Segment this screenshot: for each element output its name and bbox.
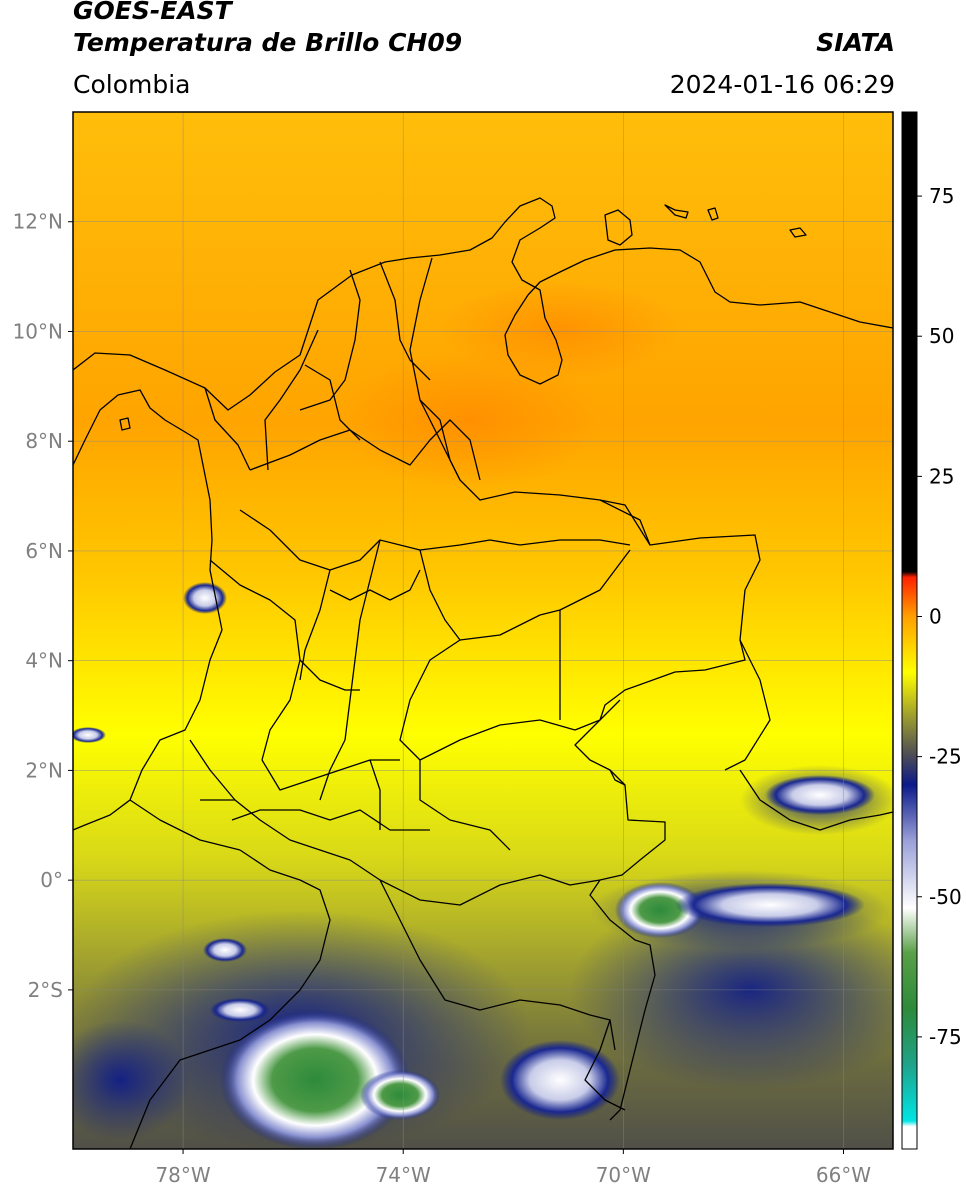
colorbar-ticks: 75 50 25 0 -25 -50 -75 [917, 184, 962, 1049]
colorbar-tick-label: 75 [929, 184, 954, 208]
internal-department [559, 549, 631, 611]
internal-department [419, 549, 561, 720]
internal-department [379, 261, 431, 381]
colorbar-tick-label: 25 [929, 464, 954, 488]
island-coast [707, 207, 719, 221]
internal-department [189, 739, 236, 801]
internal-department [299, 659, 360, 691]
cold-cloud [203, 938, 247, 962]
internal-department [489, 539, 631, 546]
island-coast [119, 417, 131, 431]
border-colombia-ecuador [129, 799, 241, 851]
cold-cloud [500, 1040, 620, 1120]
internal-department [419, 719, 576, 761]
organization-label: SIATA [816, 28, 895, 57]
internal-department [319, 739, 346, 801]
border-ecuador-peru [129, 849, 331, 1149]
internal-department [239, 509, 491, 571]
cold-cloud [73, 727, 106, 743]
borders-layer [73, 197, 893, 1149]
warm-region [340, 350, 600, 490]
internal-department [264, 329, 319, 471]
colorbar: 75 50 25 0 -25 -50 -75 [901, 111, 962, 1150]
internal-department [304, 364, 361, 441]
trinidad-coast [604, 209, 633, 246]
lat-tick-label: 8°N [25, 429, 63, 453]
lon-tick-label: 74°W [376, 1163, 431, 1187]
internal-department [209, 559, 301, 761]
colorbar-tick-label: 50 [929, 324, 954, 348]
lat-tick-label: 0° [40, 868, 63, 892]
region-label: Colombia [73, 70, 191, 99]
internal-department [609, 769, 626, 786]
lat-tick-label: 6°N [25, 539, 63, 563]
map-frame [72, 111, 894, 1150]
longitude-labels: 78°W 74°W 70°W 66°W [155, 1149, 871, 1187]
lat-tick-label: 2°N [25, 758, 63, 782]
latitude-labels: 12°N 10°N 8°N 6°N 4°N 2°N 0° 2°S [13, 210, 73, 1002]
cold-cloud [765, 775, 875, 815]
product-title: Temperatura de Brillo CH09 [73, 28, 463, 57]
internal-department [399, 639, 461, 761]
coastline-pacific [73, 389, 223, 831]
border-venezuela-brazil [739, 769, 893, 831]
cloud-region [73, 1020, 190, 1140]
internal-department [599, 499, 651, 546]
peru-brazil-border [609, 1019, 616, 1051]
coastline-caribbean [73, 197, 893, 411]
colorbar-scale [901, 111, 918, 1150]
lon-tick-label: 66°W [816, 1163, 871, 1187]
lat-tick-label: 10°N [13, 319, 63, 343]
internal-department [419, 399, 461, 481]
lon-tick-label: 70°W [596, 1163, 651, 1187]
internal-department [344, 539, 381, 741]
internal-department [369, 759, 381, 830]
internal-department [299, 269, 361, 411]
island-coast [789, 227, 807, 238]
border-venezuela-guyana [724, 639, 771, 771]
internal-department [249, 419, 481, 481]
lat-tick-label: 12°N [13, 210, 63, 234]
lat-tick-label: 4°N [25, 649, 63, 673]
internal-department [261, 759, 400, 791]
title-block: GOES-EAST Temperatura de Brillo CH09 SIA… [73, 0, 895, 110]
warm-region [440, 280, 680, 380]
cold-cloud [675, 883, 865, 927]
border-colombia-panama [204, 387, 251, 471]
internal-department [419, 760, 511, 851]
internal-department [299, 569, 331, 681]
lat-tick-label: 2°S [28, 978, 63, 1002]
internal-department [574, 699, 621, 731]
colorbar-tick-label: -75 [929, 1025, 962, 1049]
internal-department [329, 569, 421, 601]
satellite-title: GOES-EAST [73, 0, 232, 25]
colorbar-tick-label: -50 [929, 885, 962, 909]
cold-cloud [360, 1070, 440, 1120]
cold-cloud [183, 582, 227, 614]
colorbar-tick-label: 0 [929, 604, 942, 628]
lon-tick-label: 78°W [155, 1163, 210, 1187]
border-colombia-brazil [589, 879, 656, 1121]
colorbar-tick-label: -25 [929, 745, 962, 769]
imagery-layer [73, 112, 893, 1149]
internal-department [231, 809, 430, 831]
border-peru-brazil [379, 879, 626, 1111]
timestamp-label: 2024-01-16 06:29 [669, 70, 895, 99]
cold-cloud [210, 998, 270, 1022]
island-coast [664, 204, 689, 219]
cold-cloud-core [220, 1010, 410, 1149]
cold-cloud-core [615, 882, 705, 938]
